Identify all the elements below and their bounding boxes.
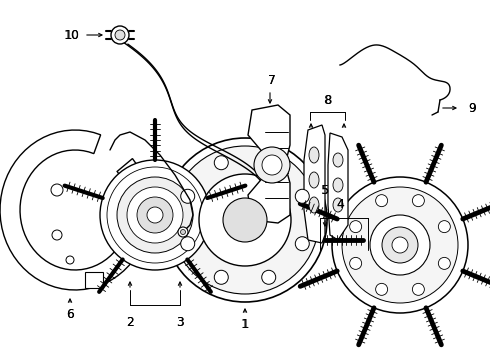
Circle shape — [382, 227, 418, 263]
Text: 6: 6 — [66, 309, 74, 321]
Circle shape — [199, 174, 291, 266]
Circle shape — [52, 230, 62, 240]
Text: 4: 4 — [336, 198, 344, 211]
Ellipse shape — [333, 153, 343, 167]
Polygon shape — [0, 130, 150, 290]
Ellipse shape — [333, 178, 343, 192]
Circle shape — [295, 189, 309, 203]
Circle shape — [100, 160, 210, 270]
Circle shape — [111, 26, 129, 44]
Circle shape — [181, 189, 195, 203]
Circle shape — [370, 215, 430, 275]
Polygon shape — [328, 133, 348, 240]
Text: 5: 5 — [321, 184, 329, 197]
Circle shape — [350, 221, 362, 233]
Circle shape — [223, 198, 267, 242]
Circle shape — [413, 195, 424, 207]
Text: 2: 2 — [126, 316, 134, 329]
Circle shape — [66, 256, 74, 264]
Circle shape — [295, 237, 309, 251]
Circle shape — [376, 195, 388, 207]
Text: 5: 5 — [321, 184, 329, 197]
Circle shape — [392, 237, 408, 253]
Text: 9: 9 — [468, 102, 476, 114]
Circle shape — [262, 270, 276, 284]
Polygon shape — [85, 272, 103, 288]
Text: 2: 2 — [126, 316, 134, 329]
Ellipse shape — [309, 147, 319, 163]
Circle shape — [107, 167, 203, 263]
Circle shape — [376, 283, 388, 295]
Circle shape — [178, 227, 188, 237]
Circle shape — [332, 177, 468, 313]
Text: 9: 9 — [468, 102, 476, 114]
Ellipse shape — [333, 198, 343, 212]
Text: 8: 8 — [324, 94, 331, 107]
Text: 3: 3 — [176, 316, 184, 329]
Text: 1: 1 — [241, 319, 249, 332]
Circle shape — [214, 156, 228, 170]
Text: 7: 7 — [268, 73, 276, 86]
Text: 1: 1 — [241, 319, 249, 332]
Circle shape — [439, 257, 450, 269]
Circle shape — [51, 184, 63, 196]
Text: 6: 6 — [66, 309, 74, 321]
Text: 8: 8 — [323, 94, 332, 107]
Circle shape — [163, 138, 327, 302]
Circle shape — [262, 156, 276, 170]
Circle shape — [117, 177, 193, 253]
Text: 10: 10 — [64, 28, 80, 41]
Circle shape — [342, 187, 458, 303]
Polygon shape — [304, 125, 325, 243]
Polygon shape — [248, 105, 290, 223]
Circle shape — [115, 30, 125, 40]
Circle shape — [262, 155, 282, 175]
Text: 3: 3 — [176, 316, 184, 329]
Circle shape — [171, 146, 319, 294]
Circle shape — [254, 147, 290, 183]
Circle shape — [214, 270, 228, 284]
Ellipse shape — [309, 197, 319, 213]
Circle shape — [127, 187, 183, 243]
Circle shape — [413, 283, 424, 295]
Text: 10: 10 — [65, 28, 79, 41]
Circle shape — [439, 221, 450, 233]
Circle shape — [180, 230, 186, 234]
Circle shape — [181, 237, 195, 251]
Text: 4: 4 — [336, 198, 344, 211]
Ellipse shape — [309, 172, 319, 188]
Circle shape — [350, 257, 362, 269]
Circle shape — [147, 207, 163, 223]
Text: 7: 7 — [268, 73, 276, 86]
Circle shape — [137, 197, 173, 233]
